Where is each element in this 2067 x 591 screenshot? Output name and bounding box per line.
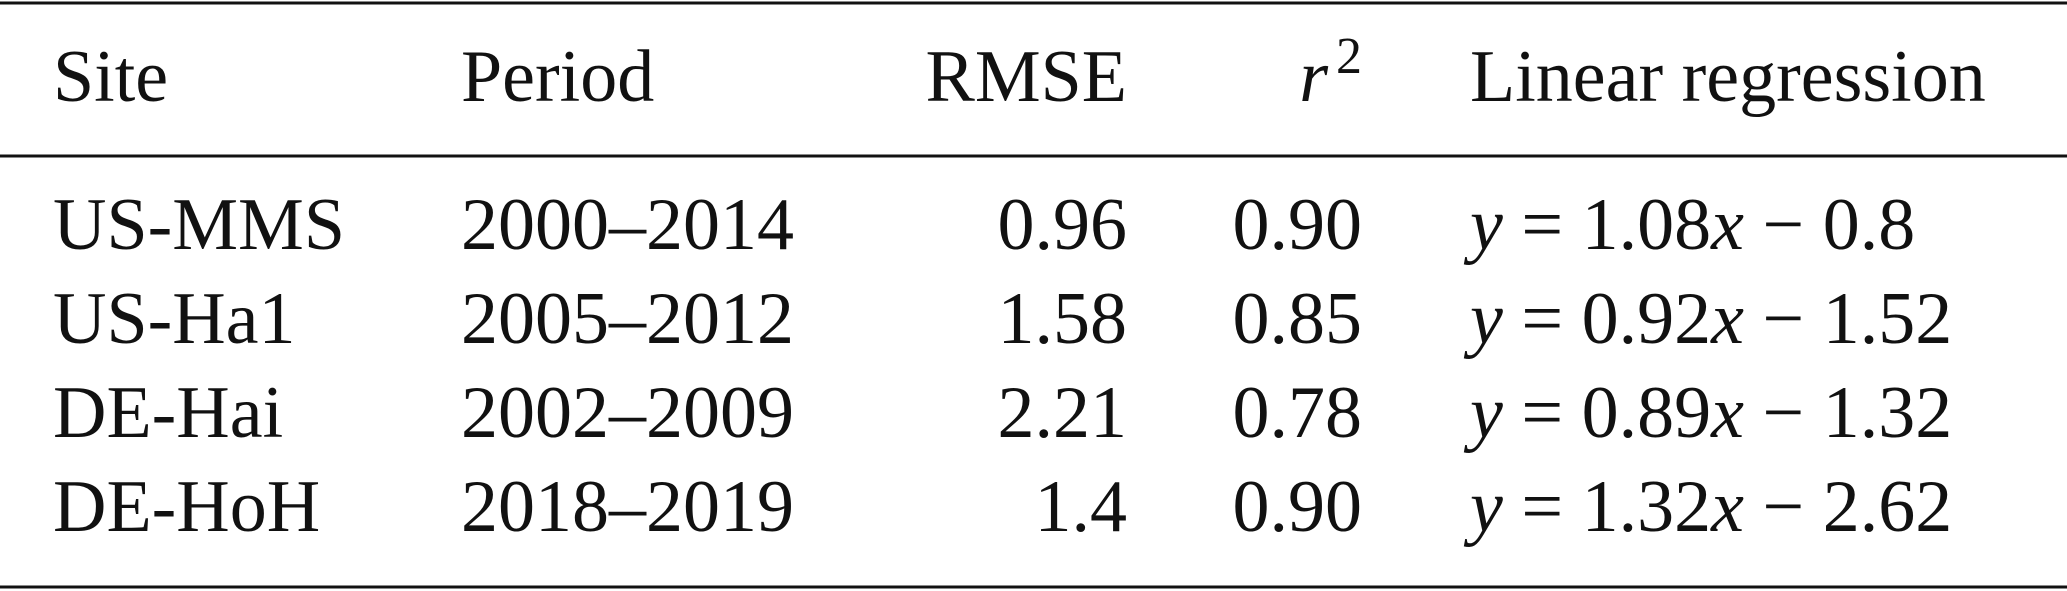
regression-part: x bbox=[1710, 278, 1744, 360]
regression-part: = bbox=[1521, 184, 1563, 266]
regression-cell: y = 0.89x − 1.32 bbox=[1463, 372, 1952, 454]
table-cell: 0.85 bbox=[1233, 278, 1363, 360]
regression-part: 0.8 bbox=[1823, 184, 1916, 266]
regression-part: y bbox=[1463, 278, 1503, 360]
table-cell: 0.96 bbox=[998, 184, 1128, 266]
regression-part: 1.08 bbox=[1582, 184, 1712, 266]
regression-part: x bbox=[1710, 372, 1744, 454]
regression-part: x bbox=[1710, 184, 1744, 266]
table-cell: US-Ha1 bbox=[53, 278, 296, 360]
table-cell: US-MMS bbox=[53, 184, 345, 266]
regression-part: 0.92 bbox=[1582, 278, 1712, 360]
header-cell: RMSE bbox=[925, 36, 1127, 118]
table-cell: 2018–2019 bbox=[461, 466, 794, 548]
regression-cell: y = 0.92x − 1.52 bbox=[1463, 278, 1952, 360]
regression-part: = bbox=[1521, 466, 1563, 548]
regression-part: − bbox=[1762, 466, 1804, 548]
table-cell: 2005–2012 bbox=[461, 278, 794, 360]
table-cell: 0.90 bbox=[1233, 184, 1363, 266]
table-cell: DE-Hai bbox=[53, 372, 283, 454]
regression-part: y bbox=[1463, 372, 1503, 454]
header-cell: Site bbox=[53, 36, 168, 118]
regression-part: 0.89 bbox=[1582, 372, 1712, 454]
table-cell: 1.58 bbox=[998, 278, 1128, 360]
header-base: r bbox=[1299, 36, 1329, 118]
header-cell: Period bbox=[461, 36, 654, 118]
regression-part: y bbox=[1463, 466, 1503, 548]
regression-part: 1.32 bbox=[1582, 466, 1712, 548]
header-cell: Linear regression bbox=[1470, 36, 1986, 118]
table-cell: 2000–2014 bbox=[461, 184, 794, 266]
table-cell: 2.21 bbox=[998, 372, 1128, 454]
header-sup: 2 bbox=[1336, 28, 1362, 85]
table-cell: 0.78 bbox=[1233, 372, 1363, 454]
regression-part: y bbox=[1463, 184, 1503, 266]
regression-part: − bbox=[1762, 184, 1804, 266]
table-cell: DE-HoH bbox=[53, 466, 320, 548]
regression-part: − bbox=[1762, 372, 1804, 454]
regression-part: − bbox=[1762, 278, 1804, 360]
table-cell: 1.4 bbox=[1035, 466, 1128, 548]
regression-cell: y = 1.08x − 0.8 bbox=[1463, 184, 1915, 266]
table-cell: 0.90 bbox=[1233, 466, 1363, 548]
regression-part: 1.52 bbox=[1823, 278, 1953, 360]
table-cell: 2002–2009 bbox=[461, 372, 794, 454]
regression-part: 1.32 bbox=[1823, 372, 1953, 454]
regression-part: x bbox=[1710, 466, 1744, 548]
regression-part: = bbox=[1521, 278, 1563, 360]
regression-part: = bbox=[1521, 372, 1563, 454]
regression-cell: y = 1.32x − 2.62 bbox=[1463, 466, 1952, 548]
regression-part: 2.62 bbox=[1823, 466, 1953, 548]
